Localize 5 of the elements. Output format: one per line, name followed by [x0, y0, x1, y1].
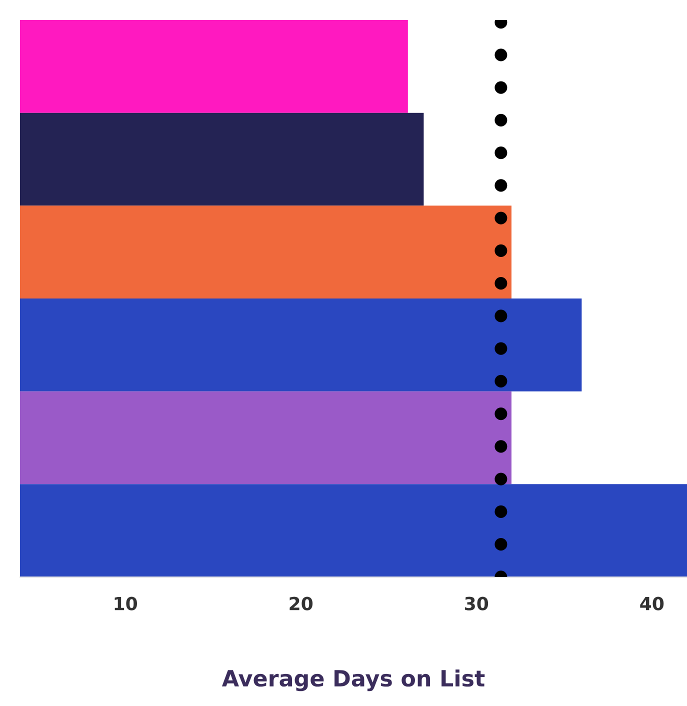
- x-tick-label: 20: [290, 596, 313, 610]
- x-tick-label: 40: [640, 596, 664, 610]
- x-axis-title: Average Days on List: [222, 669, 485, 692]
- x-tick-label: 30: [465, 596, 488, 610]
- x-tick-label: 10: [114, 596, 138, 610]
